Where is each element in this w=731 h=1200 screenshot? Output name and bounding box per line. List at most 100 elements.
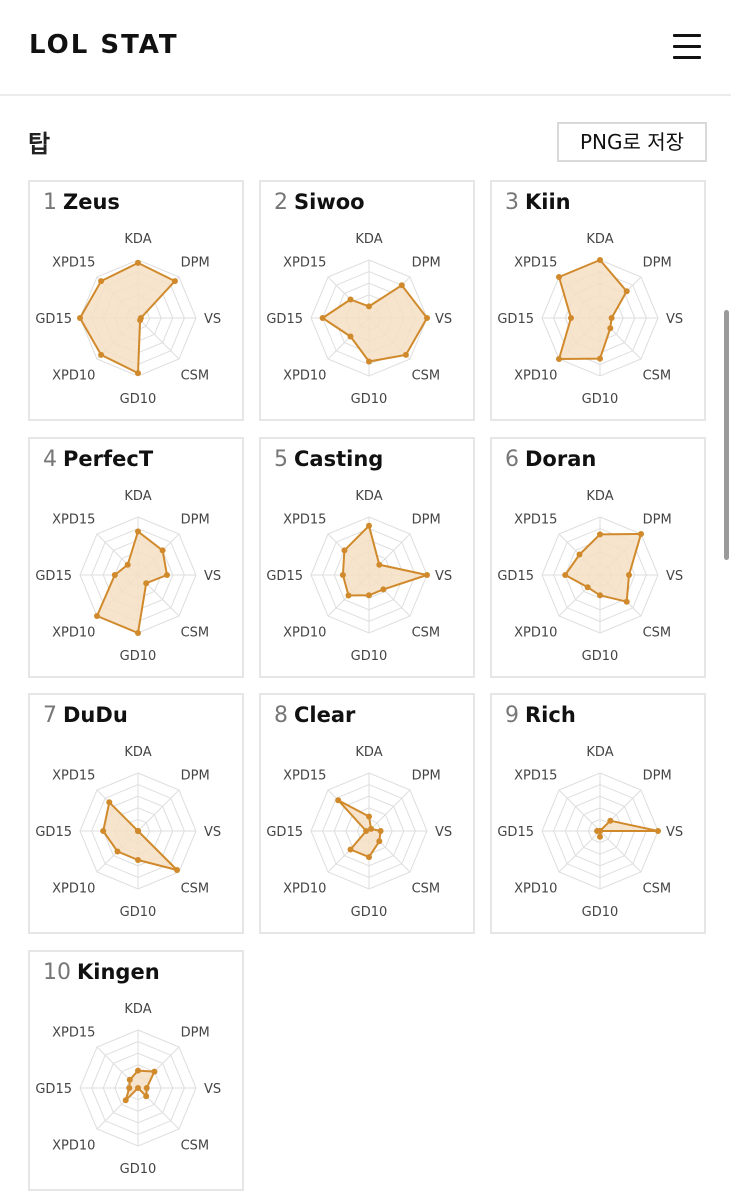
- player-rank: 7: [43, 703, 57, 728]
- axis-label: XPD15: [283, 768, 326, 783]
- player-header: 2 Siwoo: [274, 190, 365, 215]
- axis-label: DPM: [412, 768, 441, 783]
- radar-point: [341, 547, 348, 554]
- radar-spoke: [599, 830, 642, 873]
- axis-label: GD10: [120, 649, 157, 664]
- player-rank: 1: [43, 190, 57, 215]
- axis-label: XPD10: [514, 626, 557, 641]
- radar-chart: KDA DPM VS CSM GD10 XPD10 GD15 XPD15: [497, 232, 683, 407]
- axis-label: XPD15: [52, 255, 95, 270]
- save-png-button[interactable]: PNG로 저장: [557, 122, 707, 162]
- axis-label: GD15: [266, 569, 303, 584]
- axis-label: GD15: [35, 312, 72, 327]
- axis-label: CSM: [643, 882, 672, 897]
- axis-label: XPD10: [514, 369, 557, 384]
- axis-label: GD10: [582, 649, 619, 664]
- player-rank: 9: [505, 703, 519, 728]
- radar-point: [111, 572, 118, 578]
- axis-label: DPM: [181, 255, 210, 270]
- radar-point: [377, 828, 384, 834]
- radar-point: [597, 257, 603, 263]
- axis-label: XPD10: [283, 626, 326, 641]
- player-name: Zeus: [63, 190, 120, 214]
- axis-label: DPM: [412, 512, 441, 527]
- radar-point: [151, 1068, 158, 1075]
- axis-label: XPD15: [514, 512, 557, 527]
- radar-point: [135, 370, 141, 377]
- radar-point: [143, 1093, 150, 1100]
- axis-label: GD10: [582, 392, 619, 407]
- radar-point: [597, 828, 603, 834]
- axis-label: GD10: [351, 392, 388, 407]
- radar-point: [655, 828, 661, 834]
- axis-label: XPD10: [283, 882, 326, 897]
- axis-label: KDA: [355, 232, 382, 247]
- axis-label: KDA: [355, 489, 382, 504]
- radar-point: [638, 531, 644, 537]
- radar-area: [564, 533, 642, 603]
- player-name: Kiin: [525, 190, 571, 214]
- radar-point: [345, 592, 352, 599]
- radar-point: [607, 817, 614, 824]
- axis-label: XPD15: [52, 512, 95, 527]
- player-card: 5 Casting KDA DPM VS CSM GD10 XPD10 GD15 XPD15: [259, 437, 475, 678]
- axis-label: XPD10: [52, 369, 95, 384]
- radar-point: [584, 584, 591, 591]
- radar-point: [98, 278, 105, 285]
- axis-label: GD15: [35, 825, 72, 840]
- player-rank: 4: [43, 447, 57, 472]
- radar-point: [562, 572, 569, 578]
- axis-label: DPM: [643, 512, 672, 527]
- player-name: DuDu: [63, 703, 128, 727]
- player-name: Siwoo: [294, 190, 365, 214]
- radar-area: [96, 530, 168, 634]
- radar-chart: KDA DPM VS CSM GD10 XPD10 GD15 XPD15: [266, 489, 452, 664]
- axis-label: XPD10: [283, 369, 326, 384]
- radar-point: [424, 572, 430, 578]
- radar-point: [122, 1097, 129, 1104]
- axis-label: KDA: [586, 489, 613, 504]
- axis-label: XPD10: [52, 626, 95, 641]
- radar-point: [366, 303, 372, 310]
- radar-point: [347, 846, 354, 853]
- axis-label: CSM: [181, 882, 210, 897]
- axis-label: VS: [204, 312, 221, 327]
- player-rank: 6: [505, 447, 519, 472]
- axis-label: DPM: [643, 768, 672, 783]
- position-title: 탑: [28, 130, 51, 158]
- axis-label: VS: [204, 569, 221, 584]
- radar-point: [568, 315, 574, 321]
- hamburger-menu-icon[interactable]: [673, 34, 701, 60]
- axis-label: XPD10: [52, 1139, 95, 1154]
- page-scrollbar[interactable]: [724, 310, 729, 560]
- radar-chart: KDA DPM VS CSM GD10 XPD10 GD15 XPD15: [35, 745, 221, 920]
- radar-point: [171, 278, 178, 285]
- player-card: 10 Kingen KDA DPM VS CSM GD10 XPD10 GD15 XPD15: [28, 950, 244, 1191]
- player-rank: 10: [43, 960, 71, 985]
- player-name: PerfecT: [63, 447, 154, 471]
- app-logo[interactable]: LOL STAT: [29, 30, 179, 60]
- axis-label: DPM: [412, 255, 441, 270]
- axis-label: GD10: [120, 392, 157, 407]
- axis-label: CSM: [412, 626, 441, 641]
- player-header: 3 Kiin: [505, 190, 571, 215]
- radar-spoke: [558, 789, 601, 832]
- axis-label: GD10: [351, 905, 388, 920]
- radar-point: [98, 351, 105, 358]
- axis-label: DPM: [181, 512, 210, 527]
- player-name: Doran: [525, 447, 597, 471]
- axis-label: GD15: [35, 569, 72, 584]
- radar-spoke: [137, 317, 180, 360]
- radar-spoke: [558, 830, 601, 873]
- player-name: Rich: [525, 703, 576, 727]
- axis-label: VS: [666, 312, 683, 327]
- radar-point: [114, 848, 121, 855]
- radar-spoke: [137, 789, 180, 832]
- axis-label: VS: [204, 825, 221, 840]
- player-rank: 2: [274, 190, 288, 215]
- radar-chart: KDA DPM VS CSM GD10 XPD10 GD15 XPD15: [266, 232, 452, 407]
- axis-label: VS: [435, 825, 452, 840]
- radar-point: [126, 1085, 133, 1091]
- radar-point: [402, 351, 409, 358]
- radar-point: [424, 315, 430, 321]
